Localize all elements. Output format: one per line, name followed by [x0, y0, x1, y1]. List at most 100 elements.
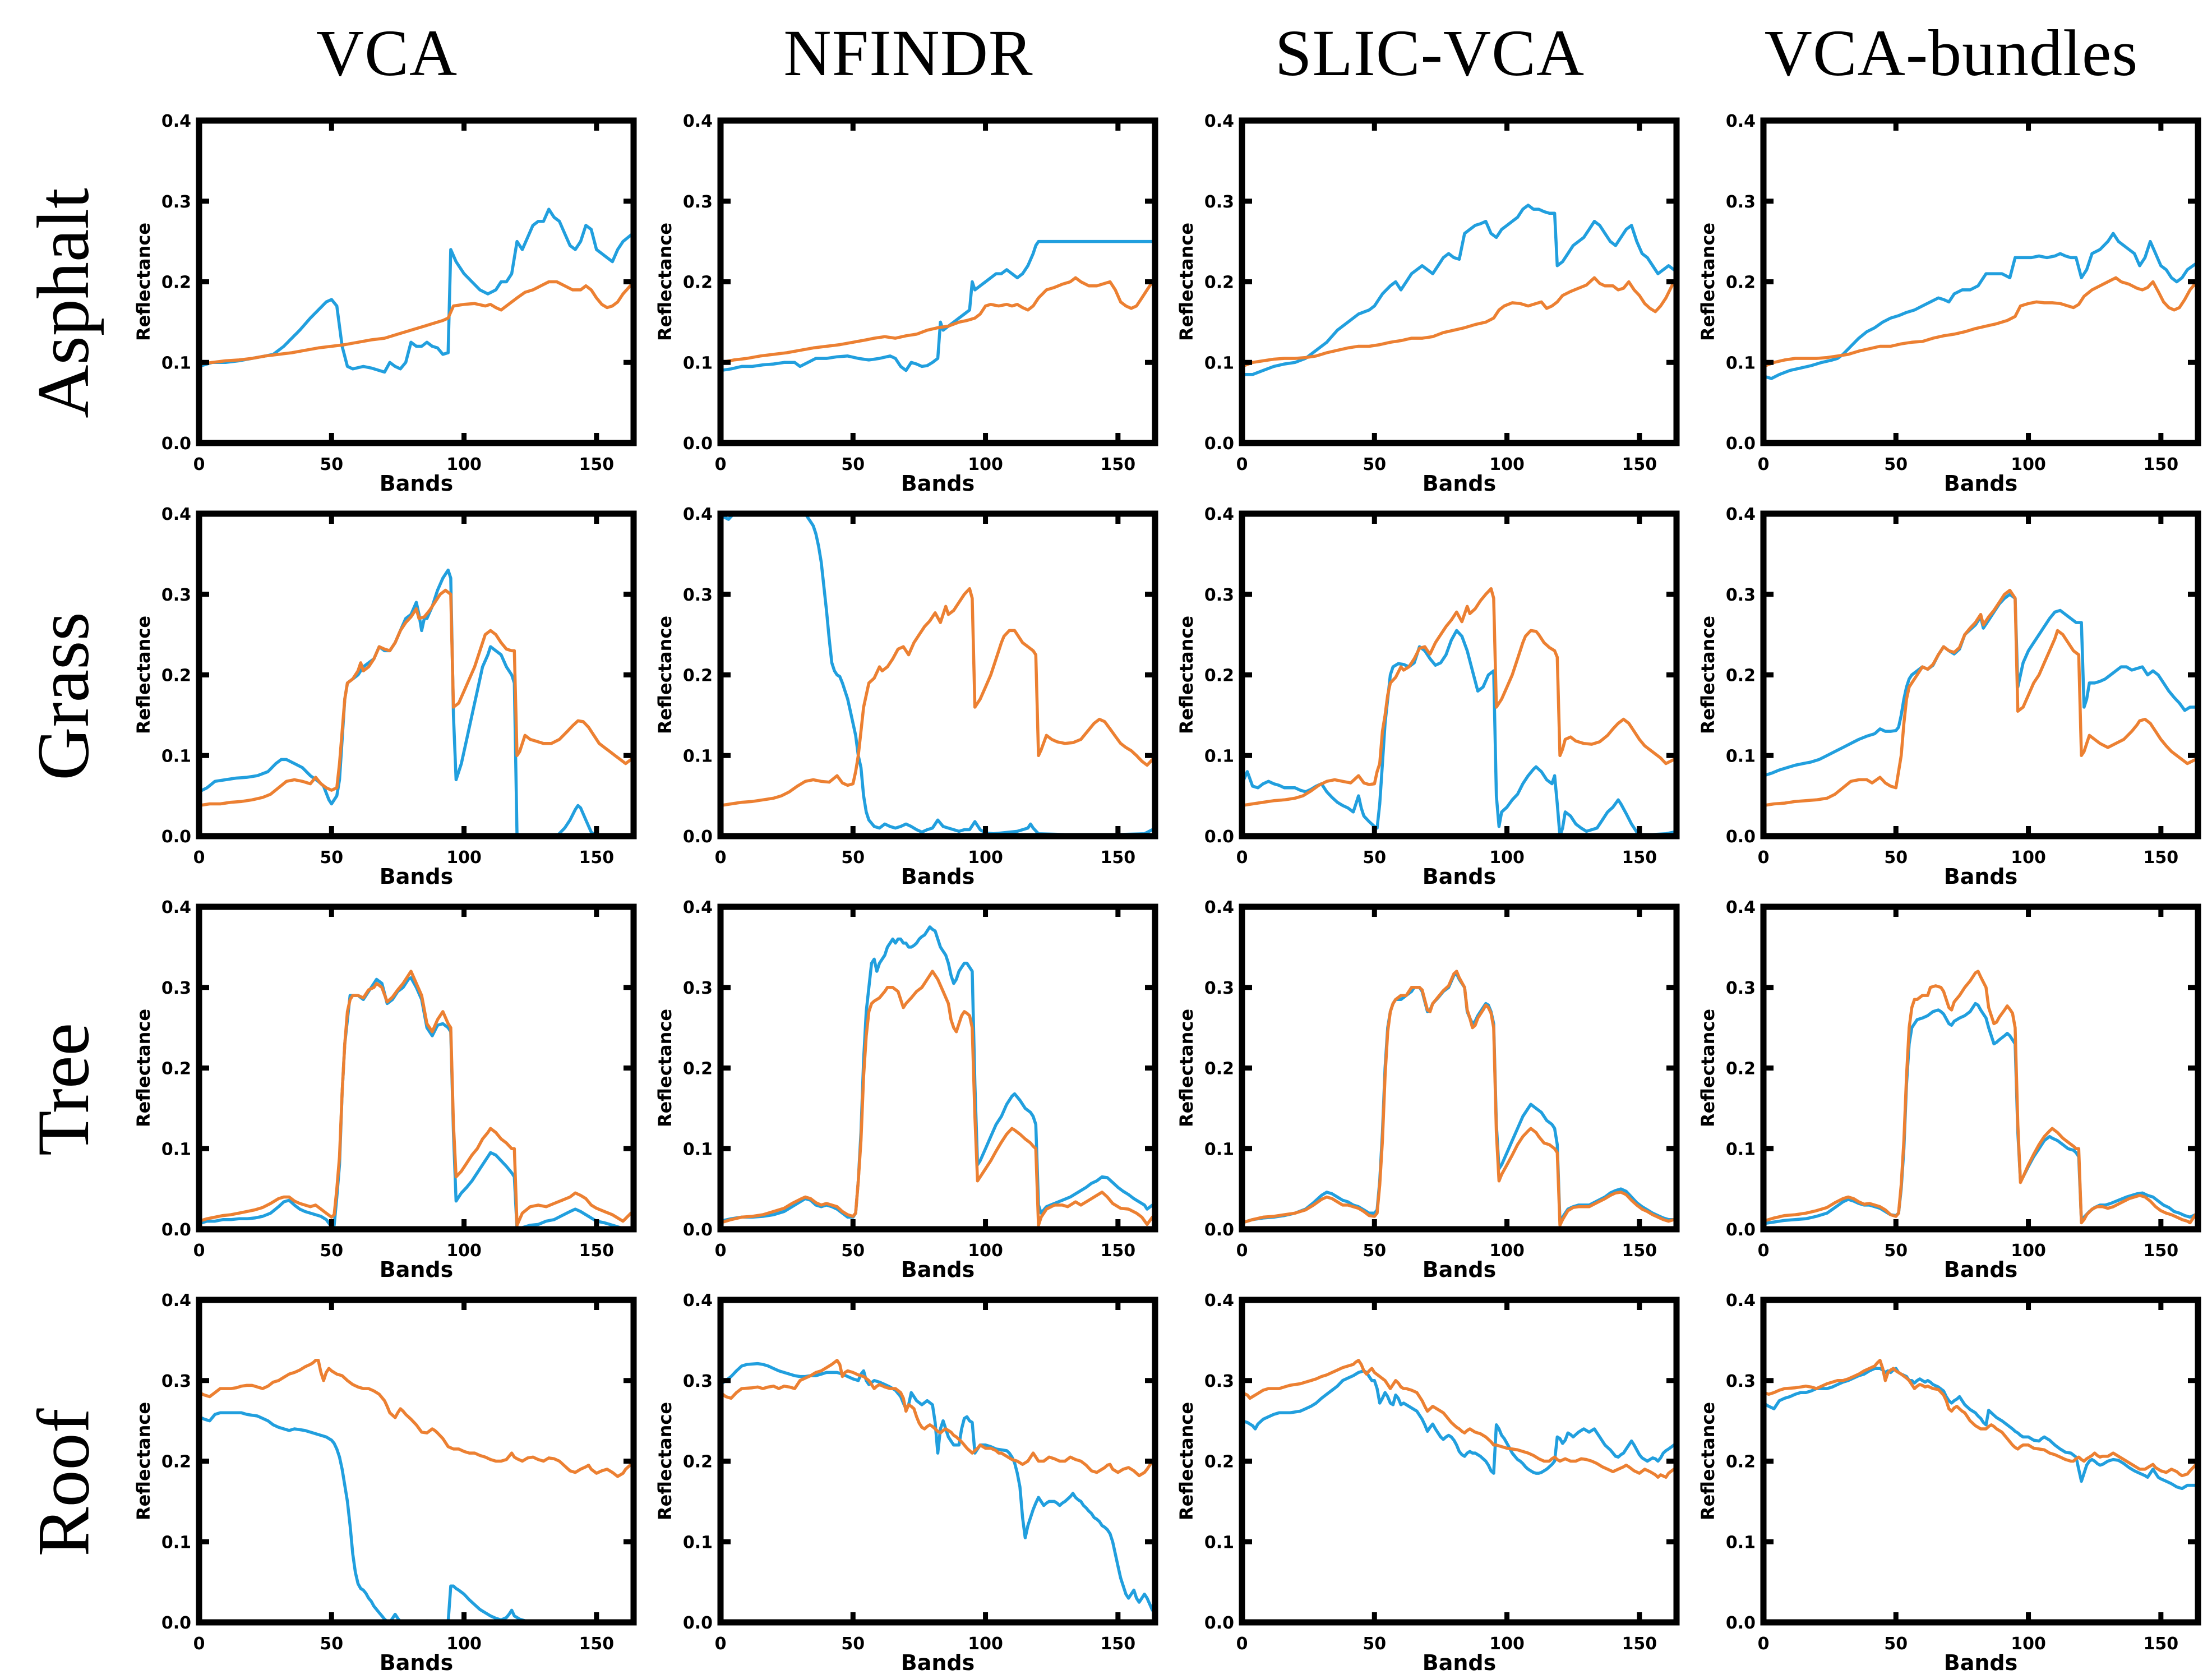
svg-text:100: 100 [2011, 1634, 2046, 1654]
svg-text:50: 50 [1884, 455, 1908, 474]
row-label-asphalt-text: Asphalt [22, 188, 105, 418]
svg-text:100: 100 [968, 455, 1003, 474]
svg-text:0.4: 0.4 [1726, 1291, 1756, 1311]
svg-text:0.2: 0.2 [1204, 1059, 1234, 1079]
chart-asphalt-vca-svg: 0 50 100 150 0.0 0.1 0.2 0.3 0.4 Bands Reflectance [133, 112, 637, 496]
svg-text:150: 150 [2144, 455, 2179, 474]
svg-text:0.0: 0.0 [683, 827, 713, 847]
svg-text:Reflectance: Reflectance [654, 1402, 676, 1520]
svg-text:Reflectance: Reflectance [1697, 1402, 1719, 1520]
svg-text:0.1: 0.1 [683, 353, 713, 373]
chart-grass-slic-vca: 0 50 100 150 0.0 0.1 0.2 0.3 0.4 Bands Reflectance [1169, 500, 1691, 893]
chart-grass-nfindr: 0 50 100 150 0.0 0.1 0.2 0.3 0.4 Bands Reflectance [648, 500, 1169, 893]
svg-text:Reflectance: Reflectance [1176, 1009, 1197, 1127]
svg-text:150: 150 [579, 1634, 615, 1654]
svg-text:0.4: 0.4 [1204, 505, 1234, 524]
chart-roof-vca: 0 50 100 150 0.0 0.1 0.2 0.3 0.4 Bands Reflectance [126, 1286, 648, 1679]
svg-text:0.4: 0.4 [161, 898, 191, 917]
svg-text:0.4: 0.4 [1726, 898, 1756, 917]
chart-asphalt-nfindr: 0 50 100 150 0.0 0.1 0.2 0.3 0.4 Bands Reflectance [648, 107, 1169, 500]
chart-grass-vca-bundles: 0 50 100 150 0.0 0.1 0.2 0.3 0.4 Bands Reflectance [1691, 500, 2212, 893]
svg-text:0.2: 0.2 [683, 1452, 713, 1472]
chart-asphalt-vca: 0 50 100 150 0.0 0.1 0.2 0.3 0.4 Bands Reflectance [126, 107, 648, 500]
svg-text:100: 100 [446, 1241, 482, 1261]
svg-text:0.3: 0.3 [1204, 192, 1234, 212]
svg-text:150: 150 [579, 848, 615, 868]
svg-text:Bands: Bands [901, 1257, 975, 1282]
chart-asphalt-slic-vca-svg: 0 50 100 150 0.0 0.1 0.2 0.3 0.4 Bands Reflectance [1176, 112, 1680, 496]
svg-text:Bands: Bands [1423, 864, 1496, 889]
svg-text:0: 0 [1236, 1634, 1248, 1654]
svg-text:0.1: 0.1 [1204, 746, 1234, 766]
svg-text:0.3: 0.3 [1726, 192, 1756, 212]
svg-text:0: 0 [1236, 848, 1248, 868]
svg-text:100: 100 [1489, 1241, 1525, 1261]
svg-text:0.4: 0.4 [1204, 112, 1234, 131]
chart-roof-vca-svg: 0 50 100 150 0.0 0.1 0.2 0.3 0.4 Bands Reflectance [133, 1291, 637, 1675]
svg-text:0.4: 0.4 [161, 505, 191, 524]
svg-text:0.3: 0.3 [1204, 585, 1234, 605]
svg-text:0.2: 0.2 [1726, 1059, 1756, 1079]
chart-tree-nfindr-svg: 0 50 100 150 0.0 0.1 0.2 0.3 0.4 Bands Reflectance [654, 898, 1158, 1282]
svg-text:0.0: 0.0 [1726, 1613, 1756, 1633]
chart-roof-vca-bundles-svg: 0 50 100 150 0.0 0.1 0.2 0.3 0.4 Bands Reflectance [1697, 1291, 2201, 1675]
svg-text:0.3: 0.3 [1726, 1372, 1756, 1391]
svg-text:0.2: 0.2 [683, 273, 713, 293]
chart-tree-vca-svg: 0 50 100 150 0.0 0.1 0.2 0.3 0.4 Bands Reflectance [133, 898, 637, 1282]
column-title-vca-bundles: VCA-bundles [1764, 16, 2139, 90]
svg-text:0.2: 0.2 [683, 1059, 713, 1079]
svg-text:150: 150 [1101, 1634, 1136, 1654]
svg-text:0.4: 0.4 [683, 1291, 713, 1311]
chart-grass-vca-bundles-svg: 0 50 100 150 0.0 0.1 0.2 0.3 0.4 Bands Reflectance [1697, 505, 2201, 889]
svg-text:50: 50 [841, 848, 865, 868]
svg-text:0: 0 [193, 455, 205, 474]
svg-text:Bands: Bands [1944, 1650, 2017, 1675]
svg-text:100: 100 [968, 1634, 1003, 1654]
svg-text:50: 50 [320, 1634, 343, 1654]
svg-text:0.4: 0.4 [683, 898, 713, 917]
svg-text:0.3: 0.3 [161, 1372, 191, 1391]
row-label-asphalt: Asphalt [0, 107, 126, 500]
svg-text:0.1: 0.1 [683, 746, 713, 766]
chart-tree-vca-bundles: 0 50 100 150 0.0 0.1 0.2 0.3 0.4 Bands Reflectance [1691, 893, 2212, 1286]
svg-text:0.2: 0.2 [161, 1452, 191, 1472]
svg-text:0.1: 0.1 [1204, 353, 1234, 373]
svg-text:0.1: 0.1 [1726, 1140, 1756, 1159]
row-label-tree: Tree [0, 893, 126, 1286]
chart-asphalt-slic-vca: 0 50 100 150 0.0 0.1 0.2 0.3 0.4 Bands Reflectance [1169, 107, 1691, 500]
svg-text:50: 50 [320, 1241, 343, 1261]
svg-text:0.0: 0.0 [161, 827, 191, 847]
chart-tree-slic-vca-svg: 0 50 100 150 0.0 0.1 0.2 0.3 0.4 Bands Reflectance [1176, 898, 1680, 1282]
svg-text:100: 100 [2011, 455, 2046, 474]
svg-text:0.3: 0.3 [1204, 1372, 1234, 1391]
svg-text:0.1: 0.1 [1726, 746, 1756, 766]
svg-text:150: 150 [2144, 848, 2179, 868]
svg-text:0.3: 0.3 [683, 192, 713, 212]
svg-text:Bands: Bands [380, 1257, 453, 1282]
grid-corner-spacer [0, 0, 126, 107]
svg-text:0.2: 0.2 [161, 1059, 191, 1079]
chart-grass-vca-svg: 0 50 100 150 0.0 0.1 0.2 0.3 0.4 Bands Reflectance [133, 505, 637, 889]
svg-text:50: 50 [320, 848, 343, 868]
chart-tree-vca: 0 50 100 150 0.0 0.1 0.2 0.3 0.4 Bands Reflectance [126, 893, 648, 1286]
svg-text:Reflectance: Reflectance [133, 616, 154, 734]
svg-text:0.0: 0.0 [1204, 434, 1234, 454]
svg-text:0.1: 0.1 [161, 353, 191, 373]
svg-text:0.2: 0.2 [1204, 1452, 1234, 1472]
svg-text:Bands: Bands [1944, 864, 2017, 889]
svg-text:0.1: 0.1 [683, 1140, 713, 1159]
svg-text:150: 150 [1101, 1241, 1136, 1261]
svg-text:0.3: 0.3 [683, 1372, 713, 1391]
svg-text:0.1: 0.1 [161, 1533, 191, 1552]
svg-text:Reflectance: Reflectance [133, 223, 154, 341]
row-label-tree-text: Tree [22, 1022, 104, 1156]
chart-tree-nfindr: 0 50 100 150 0.0 0.1 0.2 0.3 0.4 Bands Reflectance [648, 893, 1169, 1286]
svg-text:50: 50 [1884, 1634, 1908, 1654]
svg-text:50: 50 [1363, 1634, 1386, 1654]
svg-text:0: 0 [1236, 1241, 1248, 1261]
svg-text:100: 100 [2011, 1241, 2046, 1261]
svg-text:Bands: Bands [380, 864, 453, 889]
svg-text:0.2: 0.2 [683, 666, 713, 686]
svg-text:0: 0 [1758, 1634, 1770, 1654]
svg-text:0.1: 0.1 [161, 746, 191, 766]
